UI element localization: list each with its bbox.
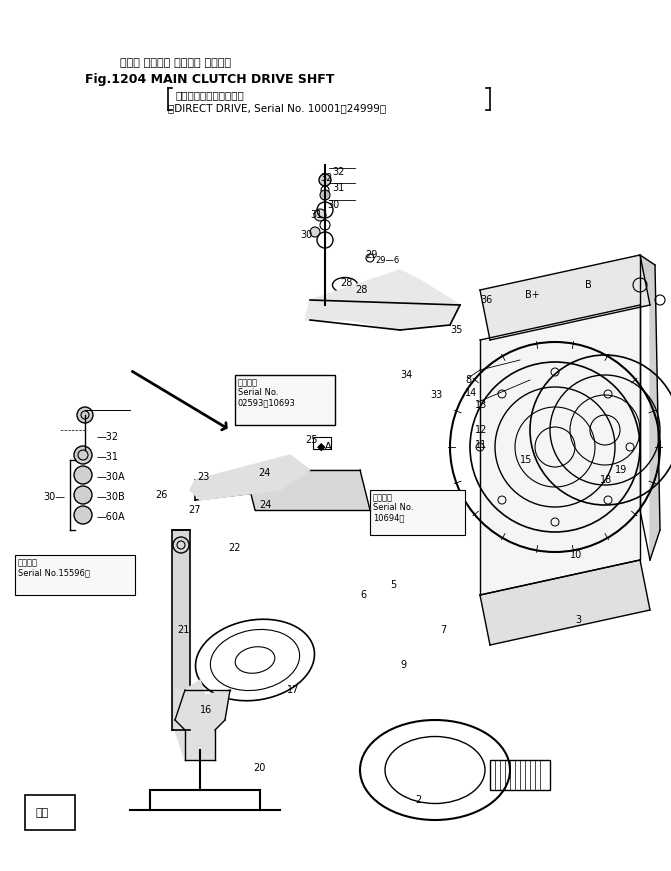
Text: 24: 24: [258, 468, 270, 478]
Text: 12: 12: [475, 425, 487, 435]
Text: 18: 18: [600, 475, 612, 485]
Text: 24: 24: [259, 500, 271, 510]
Text: 28: 28: [355, 285, 368, 295]
Circle shape: [319, 174, 331, 186]
Text: 30—: 30—: [43, 492, 65, 502]
Bar: [313, 437, 331, 449]
Text: —31: —31: [97, 452, 119, 462]
Text: （DIRECT DRIVE, Serial No. 10001－24999）: （DIRECT DRIVE, Serial No. 10001－24999）: [168, 103, 386, 113]
Text: 9: 9: [400, 660, 406, 670]
Text: 適用号機: 適用号機: [238, 378, 258, 387]
Text: 13: 13: [475, 400, 487, 410]
Text: 36: 36: [480, 295, 493, 305]
Text: —60A: —60A: [97, 512, 125, 522]
Text: 6: 6: [360, 590, 366, 600]
Text: 2: 2: [415, 795, 421, 805]
Text: 19: 19: [615, 465, 627, 475]
Bar: [235, 375, 335, 425]
Bar: [15, 555, 135, 595]
Text: メイン クラッチ ドライブ シャフト: メイン クラッチ ドライブ シャフト: [120, 58, 231, 68]
Text: 33: 33: [430, 390, 442, 400]
Polygon shape: [480, 305, 640, 595]
Text: 20: 20: [253, 763, 265, 773]
Circle shape: [74, 466, 92, 484]
Polygon shape: [480, 255, 650, 340]
Text: 31: 31: [332, 183, 344, 193]
Text: 5: 5: [390, 580, 397, 590]
Text: 前力: 前力: [35, 808, 48, 818]
Text: 35: 35: [450, 325, 462, 335]
Text: 30: 30: [327, 200, 340, 210]
Bar: [25, 795, 75, 830]
Circle shape: [74, 446, 92, 464]
Text: —32: —32: [97, 432, 119, 442]
Text: 21: 21: [177, 625, 189, 635]
Polygon shape: [175, 680, 230, 760]
Text: 14: 14: [465, 388, 477, 398]
Circle shape: [77, 407, 93, 423]
Text: 16: 16: [200, 705, 212, 715]
Polygon shape: [245, 470, 370, 510]
Text: 02593～10693: 02593～10693: [238, 398, 296, 407]
Text: 10: 10: [570, 550, 582, 560]
Text: Serial No.: Serial No.: [373, 503, 413, 512]
Text: 26: 26: [155, 490, 167, 500]
Bar: [172, 530, 190, 730]
Circle shape: [74, 506, 92, 524]
Text: 適用号機: 適用号機: [373, 493, 393, 502]
Text: 適用号機: 適用号機: [18, 558, 38, 567]
Text: 23: 23: [197, 472, 209, 482]
Text: 22: 22: [228, 543, 240, 553]
Text: ◆A: ◆A: [317, 442, 333, 452]
Text: 8: 8: [465, 375, 471, 385]
Polygon shape: [305, 270, 460, 330]
Text: 3: 3: [575, 615, 581, 625]
Text: 10694～: 10694～: [373, 513, 405, 522]
Text: 25: 25: [305, 435, 317, 445]
Polygon shape: [480, 560, 650, 645]
Circle shape: [74, 486, 92, 504]
Circle shape: [320, 190, 330, 200]
Text: 15: 15: [520, 455, 532, 465]
Text: B+: B+: [525, 290, 539, 300]
Text: 30: 30: [300, 230, 312, 240]
Polygon shape: [190, 455, 310, 500]
Bar: [370, 490, 465, 535]
Polygon shape: [640, 255, 660, 560]
Text: 7: 7: [440, 625, 446, 635]
Text: 29—6: 29—6: [375, 256, 399, 265]
Bar: [490, 760, 550, 790]
Text: 34: 34: [400, 370, 412, 380]
Circle shape: [310, 227, 320, 237]
Text: 28: 28: [340, 278, 352, 288]
Text: 17: 17: [287, 685, 299, 695]
Text: Fig.1204 MAIN CLUTCH DRIVE SHFT: Fig.1204 MAIN CLUTCH DRIVE SHFT: [85, 73, 334, 86]
Text: 32: 32: [332, 167, 344, 177]
Text: —30B: —30B: [97, 492, 125, 502]
Text: （クラッチ式、適用号機: （クラッチ式、適用号機: [175, 90, 244, 100]
Text: 29: 29: [365, 250, 377, 260]
Circle shape: [314, 209, 326, 221]
Text: 27: 27: [188, 505, 201, 515]
Text: B: B: [585, 280, 592, 290]
Text: 11: 11: [475, 440, 487, 450]
Text: —30A: —30A: [97, 472, 125, 482]
Text: Serial No.: Serial No.: [238, 388, 278, 397]
Text: 32: 32: [320, 173, 332, 183]
Text: Serial No.15596～: Serial No.15596～: [18, 568, 90, 577]
Text: 31: 31: [310, 210, 322, 220]
